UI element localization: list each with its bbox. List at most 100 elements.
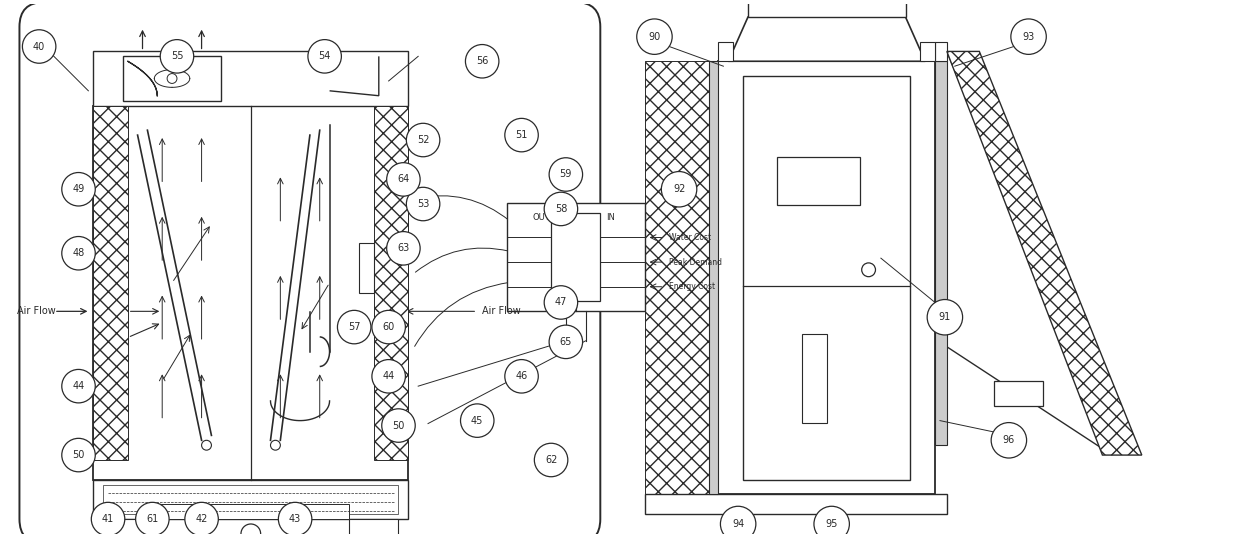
Text: OUT: OUT xyxy=(532,213,551,222)
Bar xyxy=(551,213,600,301)
Polygon shape xyxy=(947,52,1112,455)
Bar xyxy=(645,61,718,494)
Polygon shape xyxy=(728,17,925,61)
Text: 45: 45 xyxy=(471,416,484,426)
Text: 41: 41 xyxy=(102,514,114,524)
Bar xyxy=(153,504,350,519)
Circle shape xyxy=(465,45,498,78)
Text: 64: 64 xyxy=(397,174,409,185)
Text: Air Flow: Air Flow xyxy=(482,306,521,316)
Circle shape xyxy=(62,237,95,270)
Circle shape xyxy=(549,158,583,191)
Text: 40: 40 xyxy=(33,41,46,52)
Circle shape xyxy=(460,404,494,437)
Circle shape xyxy=(387,162,420,196)
Circle shape xyxy=(813,506,849,538)
Bar xyxy=(801,335,827,423)
Circle shape xyxy=(337,310,371,344)
Text: 47: 47 xyxy=(554,298,567,308)
Text: Water Cost: Water Cost xyxy=(670,233,712,242)
Bar xyxy=(708,61,718,494)
Bar xyxy=(93,52,408,105)
Polygon shape xyxy=(947,52,1142,455)
Bar xyxy=(718,41,733,61)
Text: 92: 92 xyxy=(673,184,686,194)
Text: 95: 95 xyxy=(826,519,838,529)
Bar xyxy=(374,105,408,460)
Bar xyxy=(994,381,1043,406)
Text: 96: 96 xyxy=(1003,435,1016,445)
Text: 93: 93 xyxy=(1023,32,1034,41)
Circle shape xyxy=(549,325,583,359)
Text: 56: 56 xyxy=(476,56,489,66)
Bar xyxy=(718,61,935,494)
Text: 57: 57 xyxy=(348,322,361,332)
Text: 53: 53 xyxy=(417,199,429,209)
Bar xyxy=(935,41,947,61)
Text: 58: 58 xyxy=(554,204,567,214)
Text: Air Flow: Air Flow xyxy=(17,306,56,316)
Bar xyxy=(93,105,408,480)
Circle shape xyxy=(636,19,672,54)
Circle shape xyxy=(544,192,578,225)
Text: 63: 63 xyxy=(397,243,409,253)
Text: Peak Demand: Peak Demand xyxy=(670,258,722,267)
Circle shape xyxy=(372,310,405,344)
Bar xyxy=(920,41,935,61)
Circle shape xyxy=(308,40,341,73)
Circle shape xyxy=(167,74,177,83)
Circle shape xyxy=(661,172,697,207)
Text: 94: 94 xyxy=(732,519,744,529)
Circle shape xyxy=(407,123,440,157)
Text: Energy Cost: Energy Cost xyxy=(670,282,715,291)
Bar xyxy=(743,76,910,480)
Circle shape xyxy=(720,506,756,538)
Circle shape xyxy=(387,231,420,265)
Circle shape xyxy=(928,300,962,335)
Text: 62: 62 xyxy=(544,455,557,465)
Circle shape xyxy=(534,443,568,477)
Text: 49: 49 xyxy=(72,184,84,194)
Bar xyxy=(93,105,128,460)
Bar xyxy=(93,480,408,519)
Circle shape xyxy=(62,370,95,403)
Text: 59: 59 xyxy=(559,169,572,180)
Circle shape xyxy=(278,502,311,536)
Text: 43: 43 xyxy=(289,514,301,524)
Circle shape xyxy=(991,422,1027,458)
Bar xyxy=(776,157,861,205)
Text: 65: 65 xyxy=(559,337,572,347)
Circle shape xyxy=(505,118,538,152)
Text: 61: 61 xyxy=(146,514,159,524)
Text: 44: 44 xyxy=(382,371,394,381)
Bar xyxy=(123,56,221,101)
Bar xyxy=(103,485,398,514)
Circle shape xyxy=(185,502,218,536)
Bar xyxy=(935,61,947,445)
Text: 54: 54 xyxy=(319,51,331,61)
Circle shape xyxy=(505,359,538,393)
Bar xyxy=(748,2,905,17)
Circle shape xyxy=(135,502,169,536)
Text: 91: 91 xyxy=(939,312,951,322)
Circle shape xyxy=(92,502,125,536)
Bar xyxy=(350,519,398,538)
Circle shape xyxy=(372,359,405,393)
Circle shape xyxy=(62,438,95,472)
Text: 42: 42 xyxy=(196,514,208,524)
Text: IN: IN xyxy=(605,213,615,222)
Bar xyxy=(507,203,645,312)
Text: 44: 44 xyxy=(72,381,84,391)
Bar xyxy=(645,494,947,514)
Text: 48: 48 xyxy=(72,248,84,258)
Circle shape xyxy=(22,30,56,63)
Circle shape xyxy=(544,286,578,319)
Circle shape xyxy=(62,173,95,206)
Circle shape xyxy=(382,409,415,442)
Circle shape xyxy=(407,187,440,221)
Circle shape xyxy=(1011,19,1047,54)
Text: 50: 50 xyxy=(72,450,84,460)
Bar xyxy=(103,519,153,538)
Text: 55: 55 xyxy=(171,51,184,61)
Circle shape xyxy=(160,40,193,73)
